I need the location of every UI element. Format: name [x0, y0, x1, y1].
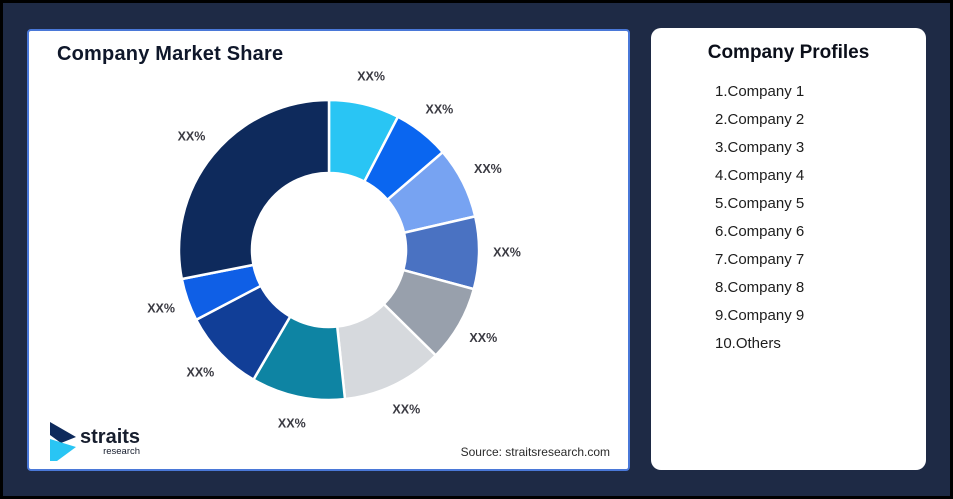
company-list-item: 2.Company 2: [715, 111, 805, 128]
straits-research-logo: straits research: [50, 422, 140, 461]
logo-brand-name: straits: [80, 425, 141, 448]
slice-percentage-label: XX%: [278, 416, 306, 430]
slice-percentage-label: XX%: [469, 331, 497, 345]
company-list-item: 8.Company 8: [715, 279, 805, 296]
slice-percentage-label: XX%: [474, 162, 502, 176]
donut-slice-others: [177, 98, 331, 281]
slice-percentage-label: XX%: [147, 301, 175, 315]
company-list-item: 4.Company 4: [715, 167, 805, 184]
company-profiles-list: 1.Company 1 2.Company 2 3.Company 3 4.Compa…: [651, 78, 926, 358]
slice-percentage-label: XX%: [178, 129, 206, 143]
company-list-item: 7.Company 7: [715, 251, 805, 268]
company-list-item: 5.Company 5: [715, 195, 805, 212]
chart-title: Company Market Share: [57, 43, 284, 65]
company-list-item: 9.Company 9: [715, 307, 805, 324]
profiles-title: Company Profiles: [707, 42, 870, 63]
company-list-item: 10.Others: [715, 335, 781, 352]
logo-sub-name: research: [103, 445, 141, 457]
company-list-item: 1.Company 1: [715, 83, 805, 100]
slice-percentage-label: XX%: [392, 403, 420, 417]
source-attribution: Source: straitsresearch.com: [460, 445, 610, 459]
logo-text: straits research: [80, 427, 140, 457]
slice-percentage-label: XX%: [187, 365, 215, 379]
straits-logo-mark-icon: [50, 422, 76, 461]
slice-percentage-label: XX%: [493, 246, 521, 260]
company-list-item: 6.Company 6: [715, 223, 805, 240]
company-profiles-card: Company Profiles 1.Company 1 2.Company 2 3…: [651, 28, 926, 470]
company-list-item: 3.Company 3: [715, 139, 805, 156]
donut-chart: XX% XX% XX% XX% XX% XX% XX% XX% XX% XX%: [147, 69, 521, 430]
market-share-card: Company Market Share XX% XX% XX% XX% XX% XX% X…: [27, 29, 630, 471]
slice-percentage-label: XX%: [357, 69, 385, 83]
slice-percentage-label: XX%: [426, 103, 454, 117]
